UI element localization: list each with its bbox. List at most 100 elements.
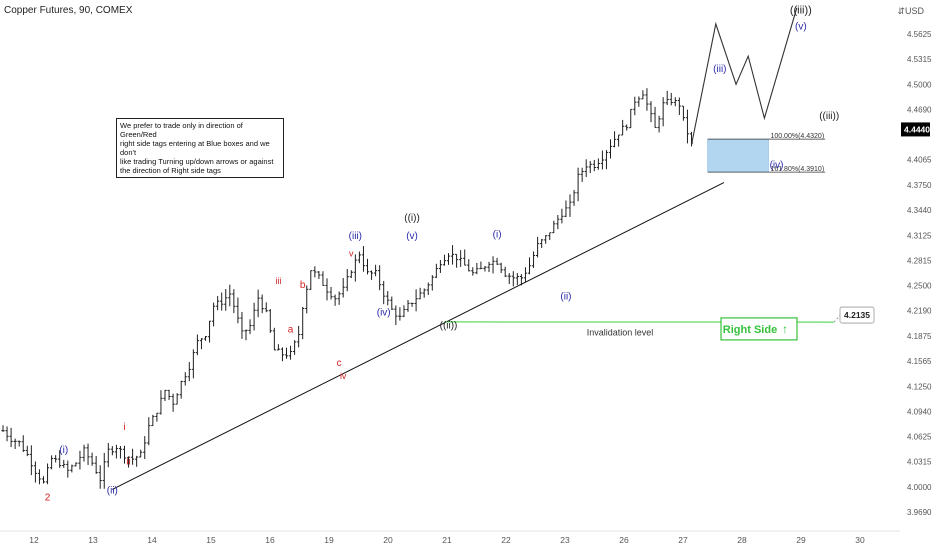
trading-note: We prefer to trade only in direction of …	[116, 118, 284, 178]
ohlc-bar	[544, 235, 548, 244]
x-tick-label: 21	[442, 535, 452, 545]
ohlc-bar	[260, 294, 264, 314]
ohlc-bar	[398, 307, 402, 321]
y-tick-label: 4.0315	[907, 458, 932, 467]
ohlc-bar	[523, 267, 528, 283]
ohlc-bar	[191, 349, 195, 379]
ohlc-bar	[1, 425, 5, 432]
ohlc-bar	[110, 446, 114, 456]
invalidation-price-label: 4.2135	[844, 310, 870, 320]
ohlc-bar	[50, 455, 54, 470]
ohlc-bar	[531, 251, 536, 268]
ohlc-bar	[199, 338, 204, 350]
ohlc-bar	[131, 448, 135, 465]
note-line: the direction of Right side tags	[120, 166, 221, 175]
note-line: We prefer to trade only in direction of …	[120, 121, 243, 139]
ohlc-bar	[422, 288, 426, 298]
note-line: right side tags entering at Blue boxes a…	[120, 139, 270, 157]
ohlc-bar	[503, 266, 507, 278]
ohlc-bar	[560, 208, 564, 224]
ohlc-bar	[455, 253, 459, 268]
blue-box-zone	[707, 138, 769, 173]
ohlc-bar	[361, 246, 366, 272]
ohlc-bar	[66, 460, 70, 478]
wave-label: (i)	[493, 229, 502, 240]
ohlc-bar	[276, 344, 280, 351]
ohlc-bar	[313, 266, 317, 278]
x-tick-label: 13	[88, 535, 98, 545]
x-tick-label: 15	[206, 535, 216, 545]
ohlc-bar	[147, 417, 151, 446]
ohlc-bar	[280, 347, 285, 362]
note-line: like trading Turning up/down arrows or a…	[120, 157, 274, 166]
ohlc-bar	[341, 278, 345, 298]
ohlc-bar	[337, 291, 341, 305]
ohlc-bar	[527, 257, 532, 275]
ohlc-bar	[463, 249, 467, 266]
ohlc-bar	[442, 254, 447, 266]
y-tick-label: 4.0940	[907, 407, 932, 416]
ohlc-bar	[629, 108, 633, 129]
ohlc-bar	[183, 372, 187, 386]
ohlc-bar	[187, 362, 191, 382]
projection-path	[690, 7, 798, 145]
ohlc-bar	[74, 462, 78, 467]
wave-label: (i)	[59, 445, 68, 456]
invalidation-label: Invalidation level	[587, 328, 654, 338]
ohlc-bar	[588, 160, 592, 174]
extension-label: 161.80%(4.3910)	[770, 166, 824, 173]
extension-label: 100.00%(4.4320)	[770, 133, 824, 140]
wave-label: ((iii))	[819, 111, 839, 122]
ohlc-bar	[414, 289, 418, 312]
ohlc-bar	[378, 265, 382, 291]
chart-title: Copper Futures, 90, COMEX	[4, 5, 133, 16]
x-tick-label: 29	[796, 535, 806, 545]
ohlc-bar	[382, 280, 386, 305]
ohlc-bar	[175, 393, 179, 405]
wave-label: (iii)	[713, 64, 726, 75]
wave-label: (ii)	[560, 291, 571, 302]
ohlc-bar	[612, 131, 617, 148]
ohlc-bar	[288, 345, 293, 360]
ohlc-bar	[374, 264, 378, 277]
ohlc-bar	[139, 449, 143, 458]
ohlc-bar	[236, 297, 240, 324]
ohlc-bar	[673, 97, 677, 107]
wave-label: ii	[126, 456, 130, 467]
ohlc-bar	[491, 256, 495, 274]
ohlc-bar	[248, 319, 252, 335]
ohlc-bar	[252, 302, 256, 331]
last-price-badge	[901, 122, 930, 137]
ohlc-bar	[641, 90, 645, 100]
ohlc-bar	[41, 476, 46, 484]
ohlc-bar	[155, 412, 159, 422]
ohlc-bar	[29, 445, 33, 476]
ohlc-bar	[621, 119, 625, 136]
ohlc-bar	[661, 97, 665, 127]
ohlc-bar	[604, 150, 609, 170]
x-tick-label: 20	[383, 535, 393, 545]
ohlc-bar	[167, 389, 171, 400]
x-tick-label: 16	[265, 535, 275, 545]
ohlc-bar	[450, 245, 455, 265]
ohlc-bar	[357, 251, 361, 264]
ohlc-bar	[118, 446, 123, 459]
ohlc-bar	[475, 262, 479, 275]
ohlc-bar	[317, 271, 321, 279]
ohlc-bar	[94, 456, 98, 474]
ohlc-bar	[406, 299, 410, 312]
ohlc-bar	[212, 302, 216, 327]
ohlc-bar	[17, 440, 21, 447]
ohlc-bar	[600, 150, 604, 170]
wave-label: (v)	[406, 231, 418, 242]
ohlc-bar	[459, 250, 463, 267]
last-price-label: 4.4440	[904, 124, 930, 134]
ohlc-bar	[33, 461, 37, 483]
ohlc-bar	[418, 287, 422, 300]
ohlc-bar	[37, 469, 42, 485]
ohlc-bar	[45, 463, 50, 485]
ohlc-bar	[297, 325, 301, 348]
currency-label[interactable]: ⇵USD	[897, 6, 924, 17]
ohlc-bar	[126, 456, 131, 468]
